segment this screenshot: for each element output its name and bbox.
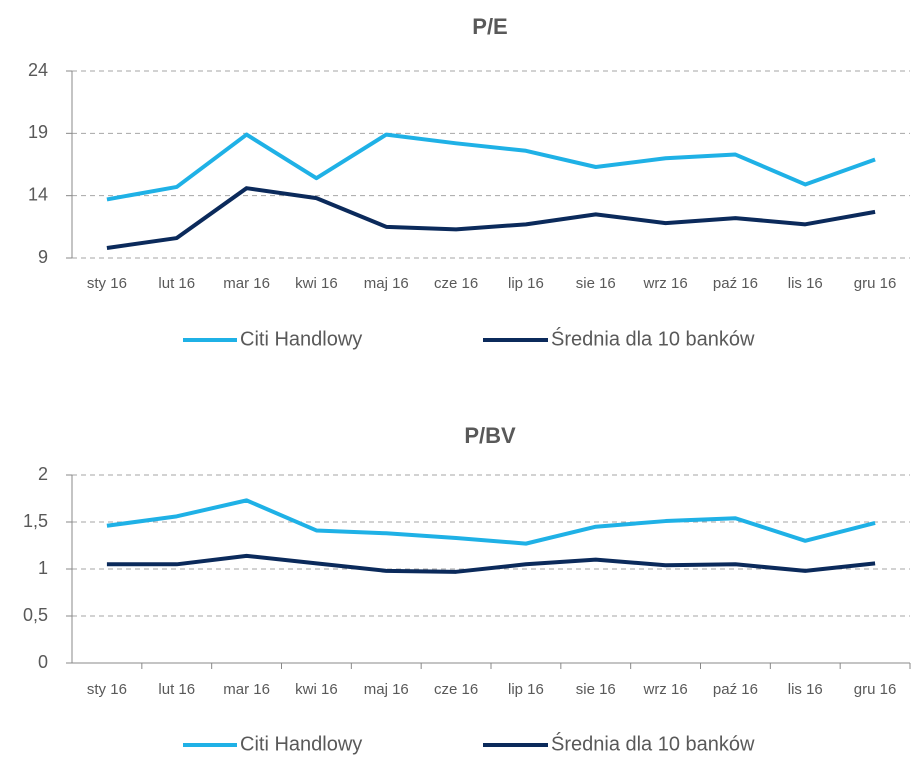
x-tick-label: sie 16 (576, 681, 616, 698)
x-tick-label: lis 16 (788, 681, 823, 698)
x-tick-label: paź 16 (713, 275, 758, 292)
x-tick-label: maj 16 (364, 681, 409, 698)
y-tick-label: 1 (38, 558, 48, 578)
y-tick-label: 19 (28, 122, 48, 142)
series-line (106, 186, 876, 251)
y-tick-label: 1,5 (23, 511, 48, 531)
x-tick-label: cze 16 (434, 681, 478, 698)
x-tick-label: lip 16 (508, 275, 544, 292)
x-tick-label: gru 16 (854, 681, 897, 698)
y-tick-label: 9 (38, 247, 48, 267)
x-tick-label: wrz 16 (642, 681, 687, 698)
x-tick-label: kwi 16 (295, 681, 338, 698)
x-tick-label: mar 16 (223, 275, 270, 292)
legend-label: Średnia dla 10 banków (551, 731, 755, 755)
series-line (106, 553, 876, 574)
legend-label: Citi Handlowy (240, 328, 362, 350)
x-tick-label: gru 16 (854, 275, 897, 292)
y-tick-label: 0,5 (23, 605, 48, 625)
x-tick-label: lut 16 (158, 681, 195, 698)
x-tick-label: lis 16 (788, 275, 823, 292)
legend-label: Citi Handlowy (240, 733, 362, 755)
x-tick-label: lut 16 (158, 275, 195, 292)
series-line (106, 132, 876, 202)
chart-title: P/E (472, 14, 507, 39)
x-tick-label: paź 16 (713, 681, 758, 698)
y-tick-label: 14 (28, 184, 48, 204)
y-tick-label: 24 (28, 60, 48, 80)
x-tick-label: sie 16 (576, 275, 616, 292)
legend-label: Średnia dla 10 banków (551, 326, 755, 350)
chart-title: P/BV (464, 423, 516, 448)
x-tick-label: sty 16 (87, 275, 127, 292)
y-tick-label: 2 (38, 464, 48, 484)
x-tick-label: mar 16 (223, 681, 270, 698)
x-tick-label: maj 16 (364, 275, 409, 292)
y-tick-label: 0 (38, 652, 48, 672)
x-tick-label: lip 16 (508, 681, 544, 698)
x-tick-label: wrz 16 (642, 275, 687, 292)
x-tick-label: sty 16 (87, 681, 127, 698)
x-tick-label: kwi 16 (295, 275, 338, 292)
x-tick-label: cze 16 (434, 275, 478, 292)
series-line (106, 498, 876, 546)
